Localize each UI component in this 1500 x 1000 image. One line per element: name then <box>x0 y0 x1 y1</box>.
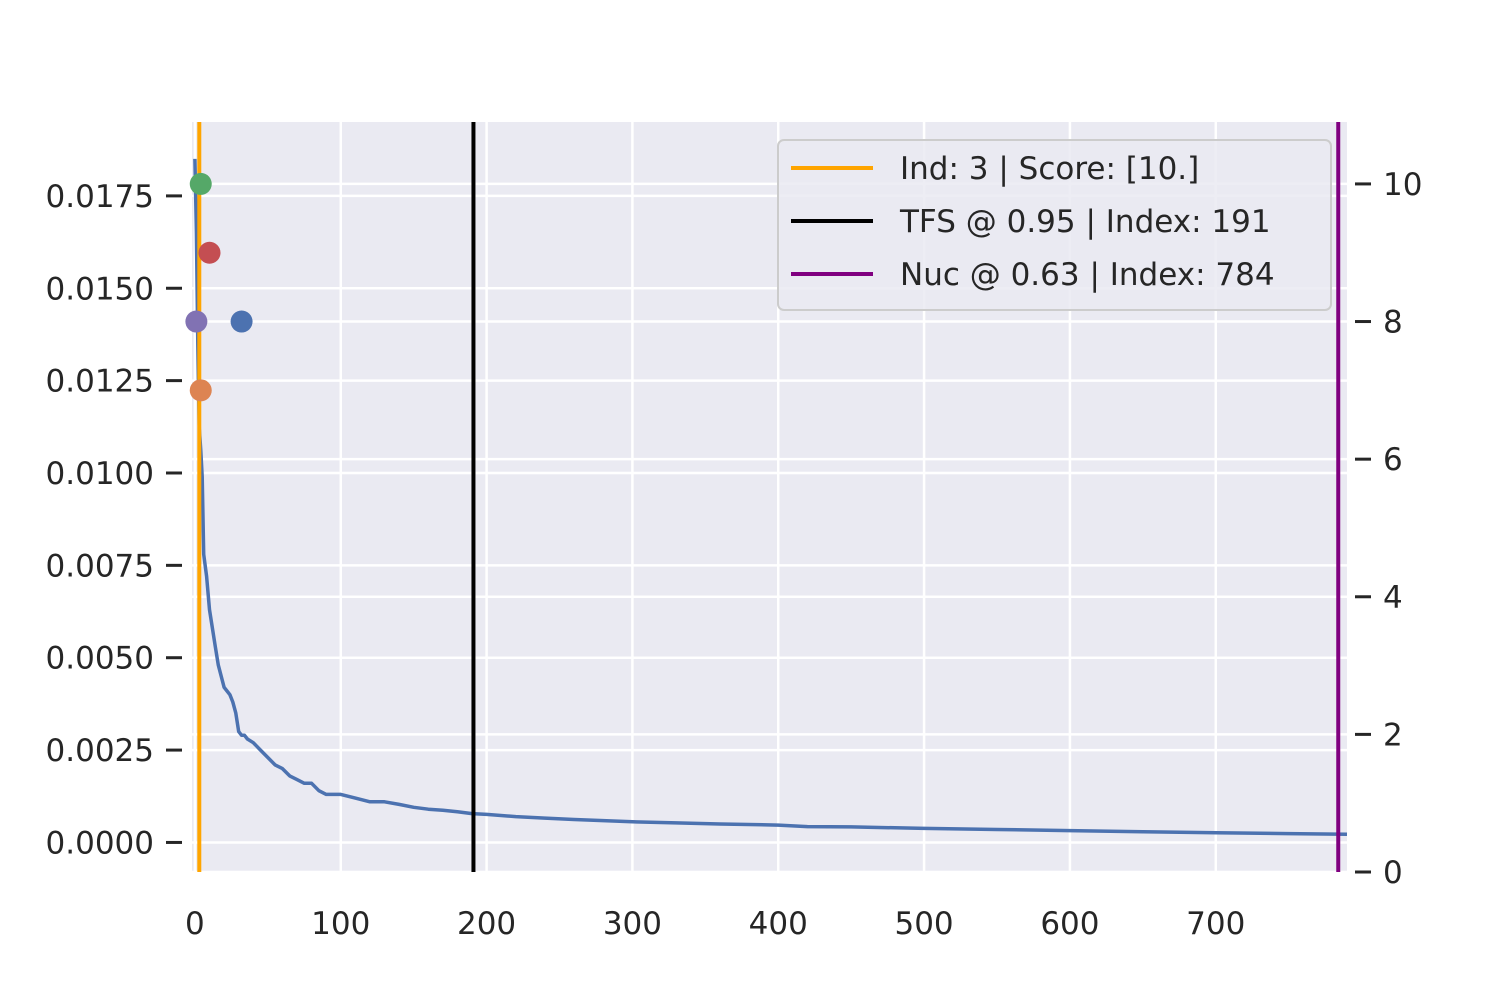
y-tick-label: 0.0150 <box>46 271 154 307</box>
legend-label: Ind: 3 | Score: [10.] <box>900 151 1199 187</box>
x-tick-label: 600 <box>1040 906 1099 942</box>
data-point <box>185 310 208 333</box>
y-tick-label: 0.0125 <box>46 364 154 400</box>
grid <box>192 122 1347 874</box>
y-tick-label: 0.0025 <box>46 733 154 769</box>
y2-tick-label: 10 <box>1383 167 1422 203</box>
series-line <box>193 158 1348 837</box>
y2-tick-label: 4 <box>1383 580 1403 616</box>
axes: 0.0000 0.0025 0.0050 0.0075 0.0100 0.0125 0.01… <box>46 167 1423 942</box>
x-tick-label: 100 <box>311 906 370 942</box>
y2-tick-label: 0 <box>1383 855 1403 891</box>
x-tick-label: 400 <box>749 906 808 942</box>
x-tick-label: 700 <box>1186 906 1245 942</box>
y-tick-label: 0.0100 <box>46 456 154 492</box>
x-tick-label: 0 <box>185 906 205 942</box>
legend-box <box>777 139 1332 311</box>
points <box>185 172 253 402</box>
legend-label: TFS @ 0.95 | Index: 191 <box>899 204 1271 240</box>
x-tick-label: 500 <box>894 906 953 942</box>
y-tick-label: 0.0075 <box>46 548 154 584</box>
legend-label: Nuc @ 0.63 | Index: 784 <box>900 257 1275 293</box>
data-point <box>189 172 212 195</box>
y-tick-label: 0.0000 <box>46 825 154 861</box>
legend: Ind: 3 | Score: [10.] TFS @ 0.95 | Index:… <box>777 139 1332 311</box>
vertical-lines <box>197 122 1341 872</box>
data-point <box>230 310 253 333</box>
y-tick-label: 0.0050 <box>46 641 154 677</box>
data-point <box>198 241 221 264</box>
y2-tick-label: 8 <box>1383 305 1403 341</box>
series-layer <box>193 158 1348 837</box>
x-tick-label: 300 <box>603 906 662 942</box>
x-tick-label: 200 <box>457 906 516 942</box>
y-tick-label: 0.0175 <box>46 179 154 215</box>
data-point <box>189 379 212 402</box>
y2-tick-label: 6 <box>1383 442 1403 478</box>
y2-tick-label: 2 <box>1383 717 1403 753</box>
